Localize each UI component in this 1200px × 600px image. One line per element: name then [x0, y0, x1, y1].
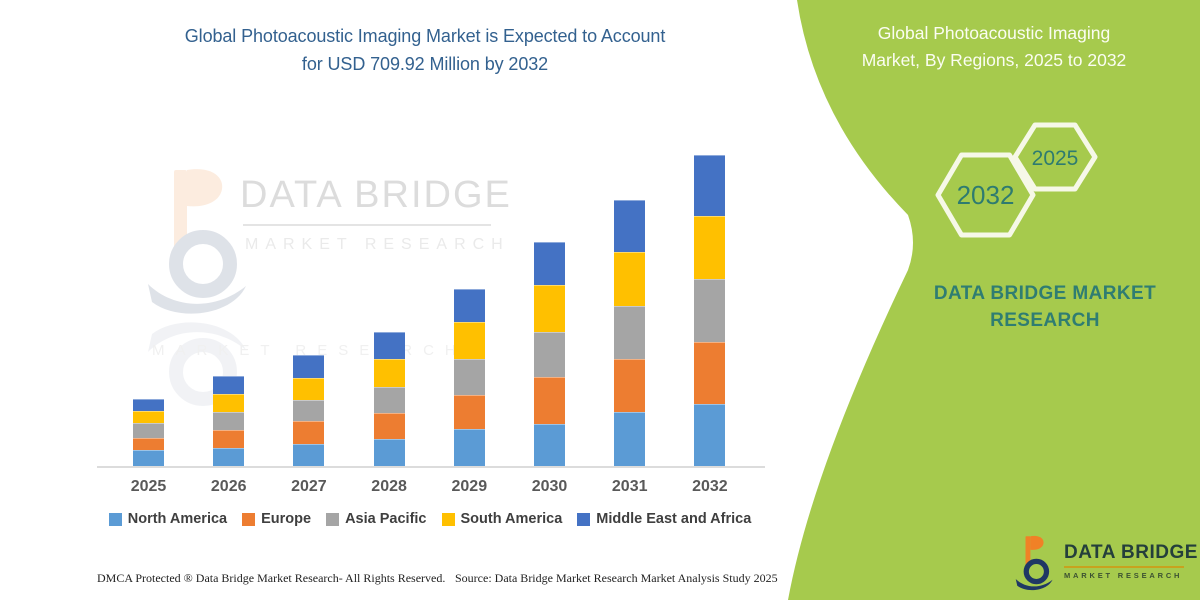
bar-2027	[293, 355, 325, 467]
bar-segment-asia-pacific-2025	[133, 423, 164, 438]
bar-segment-europe-2031	[614, 358, 646, 412]
bar-2030	[534, 242, 565, 467]
bar-segment-north-america-2026	[213, 448, 245, 467]
bar-segment-north-america-2028	[373, 438, 405, 467]
bar-segment-north-america-2031	[614, 412, 646, 467]
bar-segment-middle-east-and-africa-2032	[694, 154, 726, 216]
bar-segment-south-america-2027	[293, 377, 325, 400]
legend-swatch-north-america	[108, 512, 122, 526]
legend-item-europe: Europe	[242, 511, 311, 527]
bar-2025	[133, 399, 164, 467]
panel-heading: Global Photoacoustic Imaging Market, By …	[795, 20, 1193, 74]
x-axis-label-2025: 2025	[130, 478, 167, 495]
databridge-logo-icon	[1015, 535, 1053, 591]
bar-segment-europe-2027	[293, 420, 325, 444]
x-axis-line	[97, 466, 765, 468]
bar-segment-middle-east-and-africa-2028	[373, 332, 405, 359]
bar-segment-north-america-2032	[694, 403, 726, 467]
legend-label-south-america: South America	[460, 511, 563, 527]
legend-item-south-america: South America	[441, 511, 563, 527]
panel-brand-text: DATA BRIDGE MARKET RESEARCH	[890, 280, 1200, 334]
bar-segment-middle-east-and-africa-2027	[293, 355, 325, 378]
bar-segment-north-america-2027	[293, 444, 325, 467]
hexagon-year-2032: 2032	[957, 180, 1015, 210]
bar-segment-middle-east-and-africa-2030	[534, 242, 565, 285]
bar-segment-asia-pacific-2027	[293, 400, 325, 421]
bar-segment-europe-2029	[453, 394, 485, 429]
x-axis-labels: 2025 2026 2027 2028 2029 2030 2031 2032	[0, 478, 1200, 500]
panel-heading-line2: Market, By Regions, 2025 to 2032	[861, 50, 1127, 70]
bar-segment-europe-2028	[373, 413, 405, 439]
chart-legend: North America Europe Asia Pacific South Ame…	[90, 511, 770, 527]
chart-title-line1: Global Photoacoustic Imaging Market is E…	[184, 26, 666, 46]
x-axis-label-2032: 2032	[692, 478, 728, 495]
x-axis-label-2030: 2030	[531, 478, 568, 495]
bar-segment-middle-east-and-africa-2031	[614, 199, 646, 252]
bar-segment-south-america-2029	[453, 322, 485, 359]
bar-2026	[213, 376, 245, 467]
forecast-hexagons: 2032 2025	[935, 122, 1098, 238]
bar-segment-asia-pacific-2029	[453, 358, 485, 395]
legend-item-asia-pacific: Asia Pacific	[326, 511, 427, 527]
bar-segment-asia-pacific-2032	[694, 278, 726, 343]
hexagon-2032-outline	[935, 152, 1036, 238]
hexagon-2025-outline	[1012, 122, 1098, 192]
logo-subtitle: MARKET RESEARCH	[1064, 571, 1183, 580]
bar-segment-south-america-2032	[694, 215, 726, 279]
bar-segment-south-america-2031	[614, 252, 646, 306]
bar-segment-south-america-2025	[133, 410, 164, 423]
footer-source-text: Source: Data Bridge Market Research Mark…	[455, 571, 778, 585]
bar-segment-asia-pacific-2030	[534, 331, 565, 377]
x-axis-label-2027: 2027	[291, 478, 327, 495]
x-axis-label-2028: 2028	[371, 478, 407, 495]
panel-brand-line1: DATA BRIDGE MARKET	[933, 283, 1157, 304]
legend-swatch-europe	[242, 512, 256, 526]
panel-heading-line1: Global Photoacoustic Imaging	[877, 23, 1111, 43]
panel-brand-line2: RESEARCH	[990, 310, 1100, 331]
bar-segment-europe-2026	[213, 429, 245, 448]
hexagon-year-2025: 2025	[1032, 147, 1079, 170]
logo-name: DATA BRIDGE	[1064, 542, 1198, 563]
x-axis-label-2029: 2029	[451, 478, 488, 495]
bar-segment-europe-2025	[133, 437, 164, 450]
bar-2029	[453, 288, 485, 467]
x-axis-label-2026: 2026	[210, 478, 247, 495]
footer-dmca-text: DMCA Protected ® Data Bridge Market Rese…	[97, 571, 446, 585]
bar-segment-north-america-2025	[133, 450, 164, 467]
bar-segment-south-america-2030	[534, 285, 565, 332]
bar-segment-asia-pacific-2026	[213, 412, 245, 430]
x-axis-label-2031: 2031	[611, 478, 648, 495]
bar-segment-north-america-2030	[534, 423, 565, 467]
legend-item-north-america: North America	[108, 511, 228, 527]
legend-label-europe: Europe	[261, 511, 312, 527]
legend-label-north-america: North America	[127, 511, 228, 527]
bar-segment-europe-2032	[694, 342, 726, 404]
bar-segment-asia-pacific-2028	[373, 387, 405, 413]
legend-swatch-asia-pacific	[326, 512, 340, 526]
chart-title-line2: for USD 709.92 Million by 2032	[301, 54, 549, 74]
bar-2032	[694, 154, 726, 467]
bar-segment-middle-east-and-africa-2026	[213, 376, 245, 394]
databridge-logo: DATA BRIDGE MARKET RESEARCH	[1006, 532, 1198, 596]
bar-segment-south-america-2028	[373, 358, 405, 387]
logo-underline	[1064, 566, 1184, 568]
legend-label-middle-east-and-africa: Middle East and Africa	[596, 511, 752, 527]
legend-label-asia-pacific: Asia Pacific	[345, 511, 427, 527]
bar-segment-asia-pacific-2031	[614, 306, 646, 359]
legend-item-middle-east-and-africa: Middle East and Africa	[577, 511, 751, 527]
bar-2028	[373, 332, 405, 467]
bar-segment-europe-2030	[534, 376, 565, 424]
bar-segment-middle-east-and-africa-2029	[453, 288, 485, 322]
legend-swatch-south-america	[441, 512, 455, 526]
bar-segment-south-america-2026	[213, 394, 245, 412]
chart-title: Global Photoacoustic Imaging Market is E…	[95, 22, 755, 78]
bar-segment-middle-east-and-africa-2025	[133, 399, 164, 411]
legend-swatch-middle-east-and-africa	[577, 512, 591, 526]
bar-segment-north-america-2029	[453, 428, 485, 467]
bar-2031	[614, 199, 646, 467]
